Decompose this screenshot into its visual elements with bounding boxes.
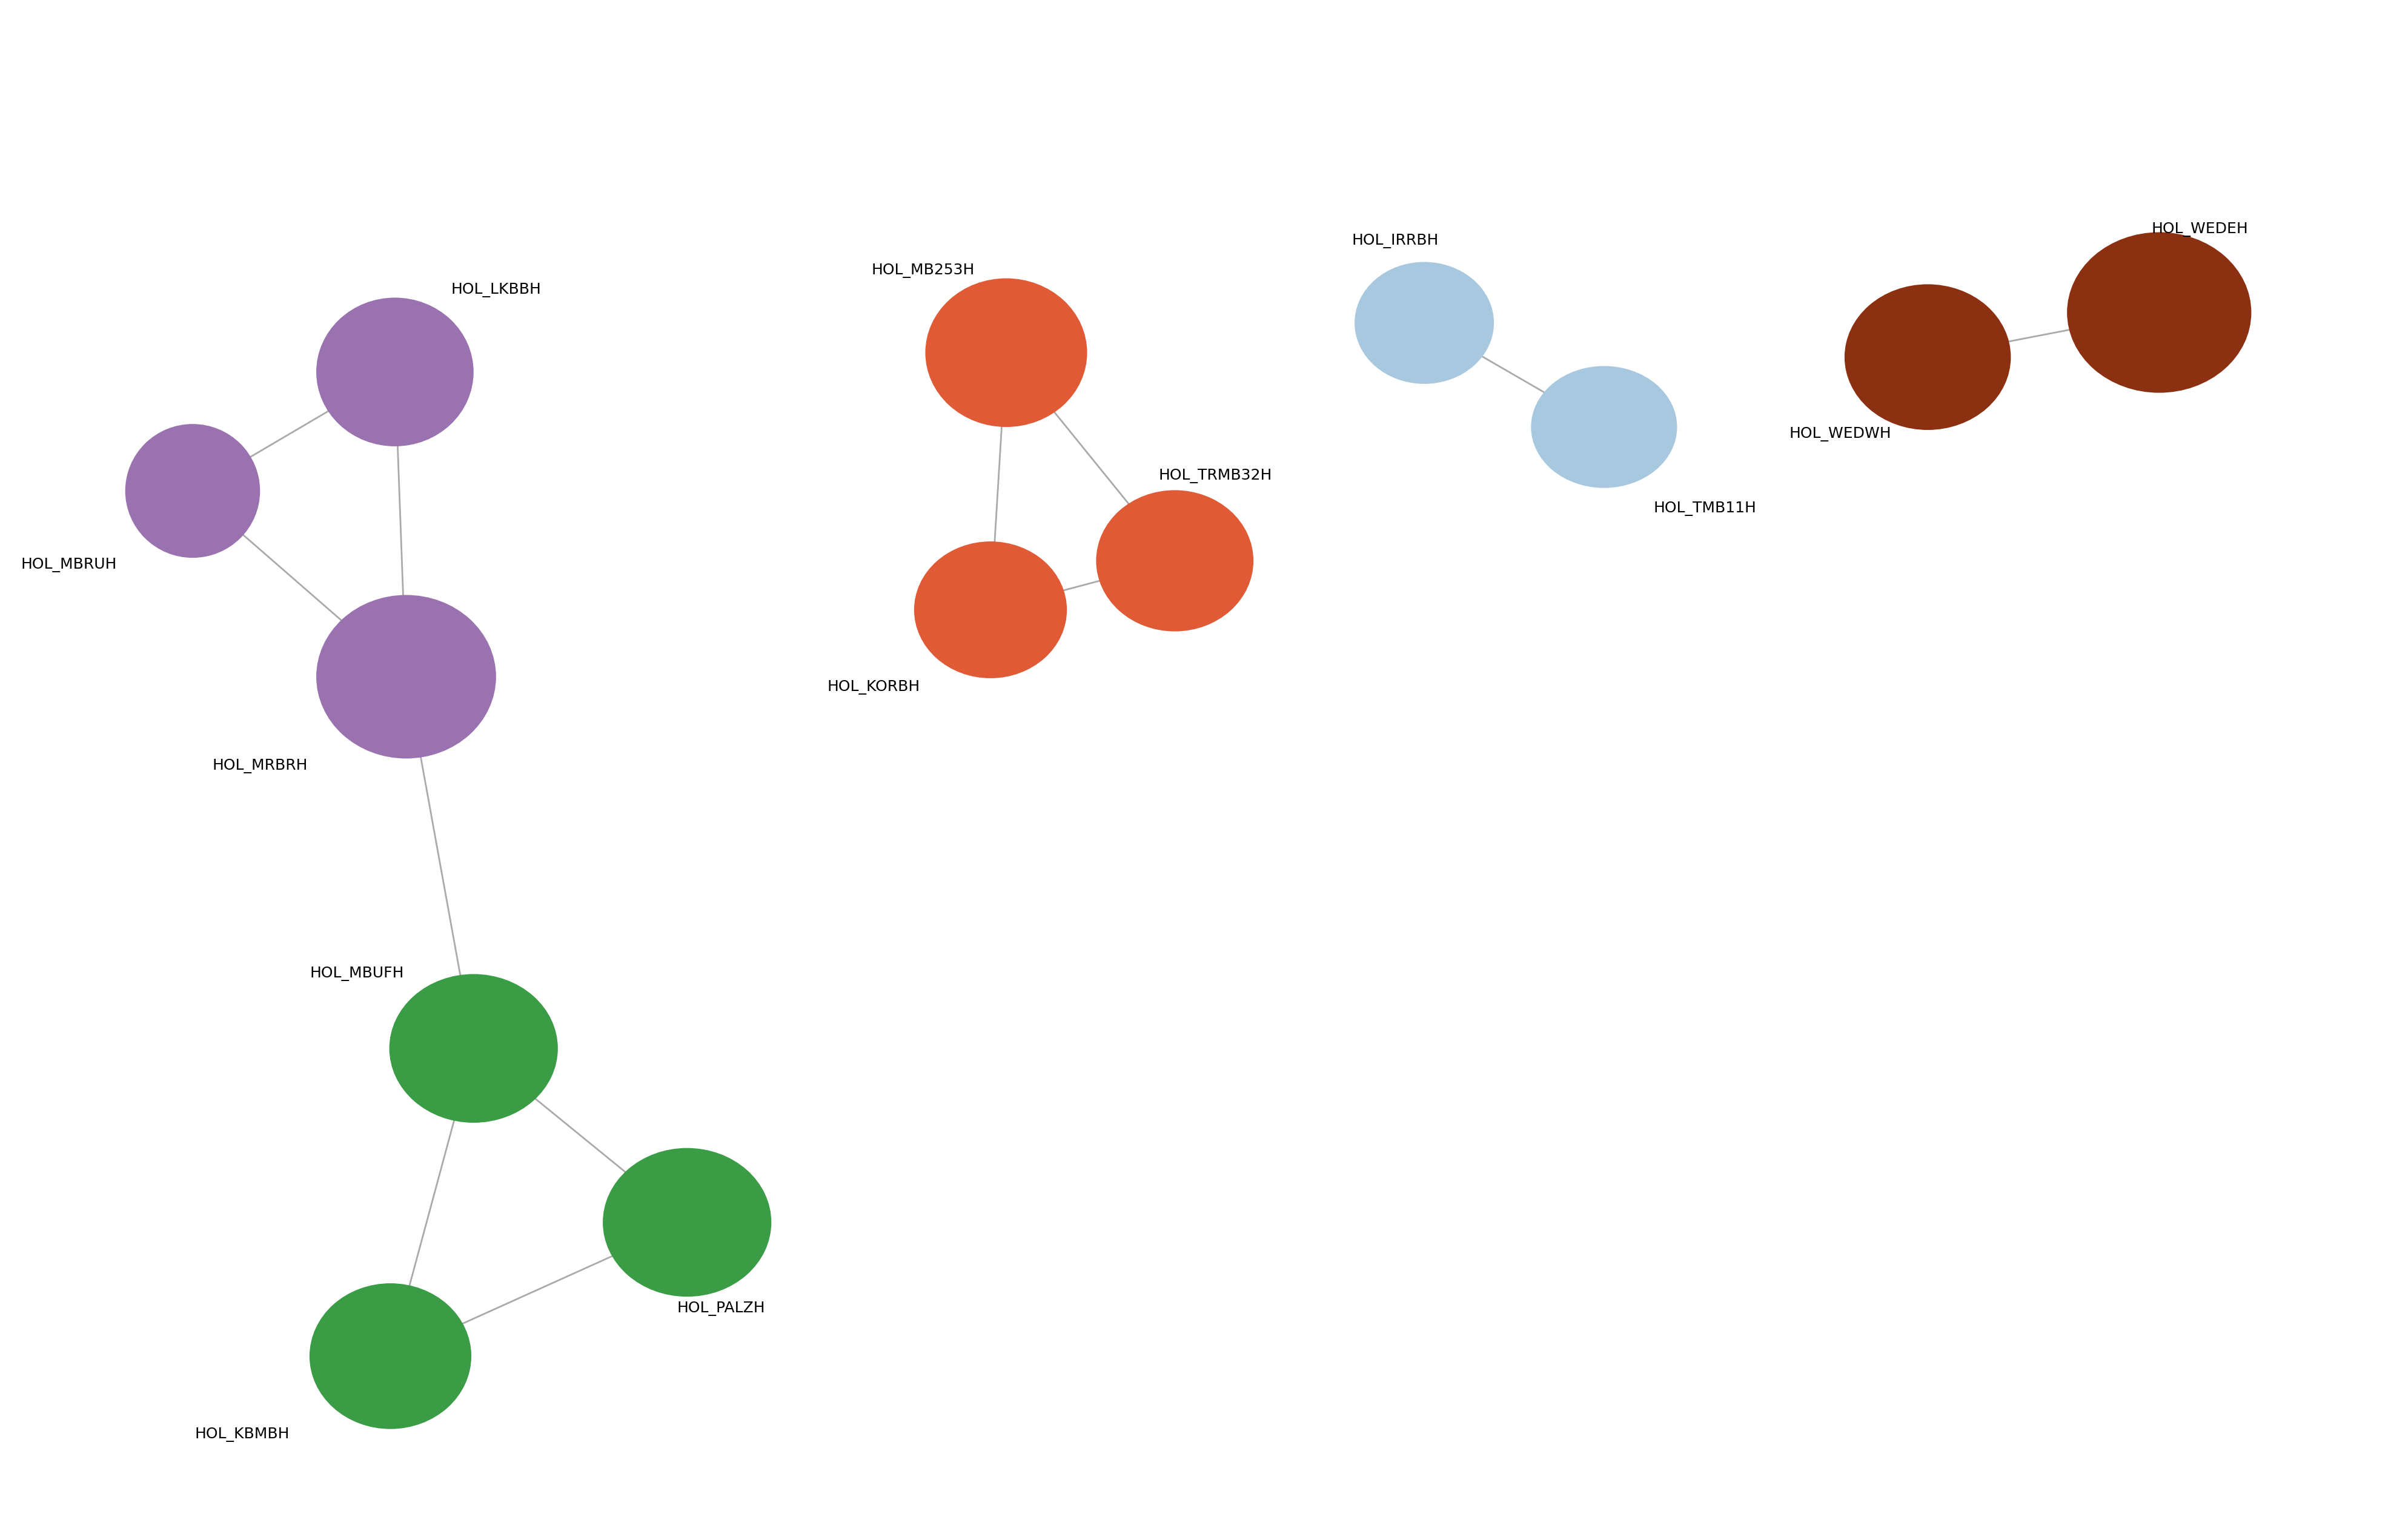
Ellipse shape xyxy=(1845,284,2011,429)
Ellipse shape xyxy=(125,425,260,558)
Text: HOL_TRMB32H: HOL_TRMB32H xyxy=(1158,469,1271,484)
Text: HOL_WEDWH: HOL_WEDWH xyxy=(1789,428,1890,441)
Ellipse shape xyxy=(925,278,1086,426)
Ellipse shape xyxy=(602,1148,771,1297)
Ellipse shape xyxy=(915,542,1067,678)
Ellipse shape xyxy=(2066,232,2251,393)
Text: HOL_WEDEH: HOL_WEDEH xyxy=(2150,221,2249,237)
Text: HOL_TMB11H: HOL_TMB11H xyxy=(1654,502,1758,516)
Ellipse shape xyxy=(1096,490,1255,631)
Text: HOL_MBUFH: HOL_MBUFH xyxy=(311,966,405,981)
Text: HOL_KORBH: HOL_KORBH xyxy=(828,680,920,695)
Text: HOL_KBMBH: HOL_KBMBH xyxy=(195,1427,289,1443)
Ellipse shape xyxy=(390,974,559,1123)
Ellipse shape xyxy=(315,595,496,758)
Text: HOL_IRRBH: HOL_IRRBH xyxy=(1351,234,1438,249)
Text: HOL_PALZH: HOL_PALZH xyxy=(677,1302,766,1315)
Text: HOL_MRBRH: HOL_MRBRH xyxy=(212,758,308,774)
Ellipse shape xyxy=(1531,366,1676,488)
Ellipse shape xyxy=(1356,262,1493,384)
Text: HOL_LKBBH: HOL_LKBBH xyxy=(450,284,542,297)
Ellipse shape xyxy=(315,297,474,446)
Text: HOL_MB253H: HOL_MB253H xyxy=(872,264,975,278)
Ellipse shape xyxy=(311,1283,472,1429)
Text: HOL_MBRUH: HOL_MBRUH xyxy=(22,558,118,572)
